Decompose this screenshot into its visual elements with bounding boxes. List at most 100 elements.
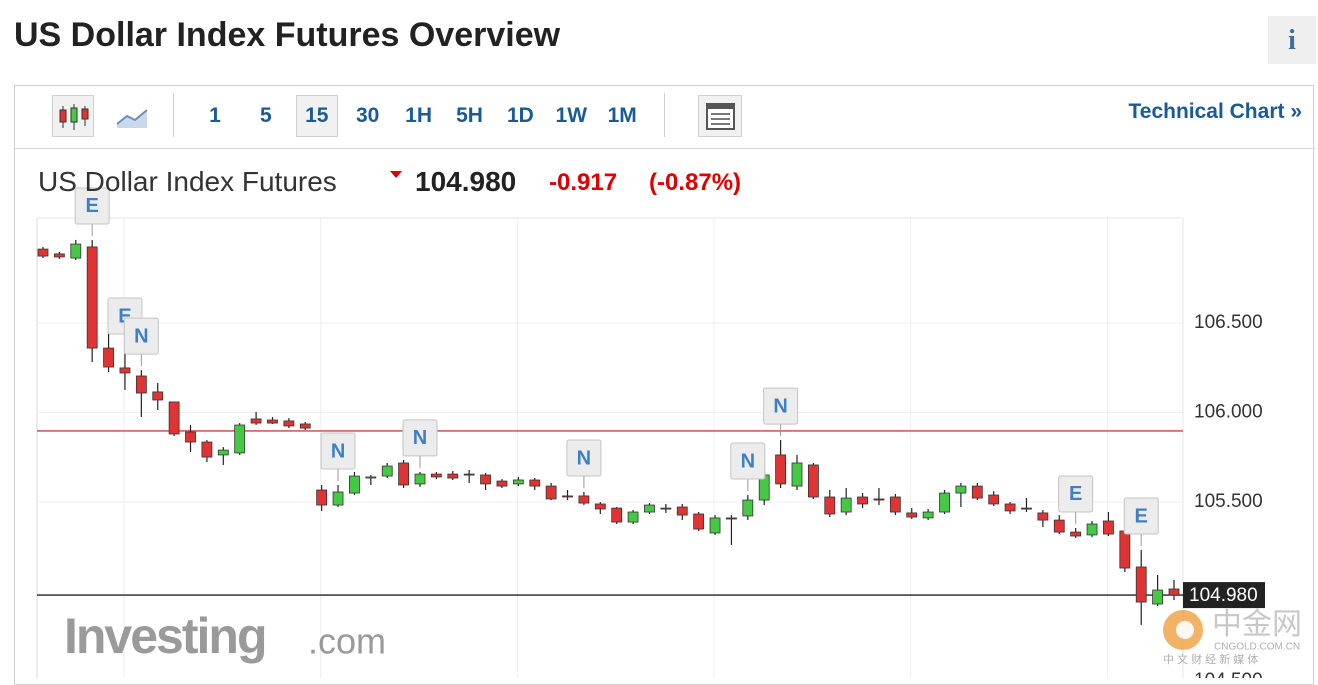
event-marker [402,419,438,457]
candle-body [430,473,442,478]
candle-body [119,367,131,374]
candle-body [37,248,49,257]
watermark-brand: Investing [64,608,265,664]
y-tick-label: 106.000 [1194,402,1263,423]
candle-body [1135,566,1147,603]
candle-body [1004,503,1016,512]
price-axis-label: 104.980 [1189,585,1258,606]
event-label: N [741,450,755,472]
candle-body [955,485,967,494]
candle-body [414,473,426,485]
toolbar-separator [173,93,174,137]
price-change-percent: (-0.87%) [649,169,742,196]
interval-button[interactable]: 1W [555,104,588,127]
candle-body [1037,512,1049,521]
watermark-cn-site: CNGOLD.COM.CN [1214,642,1300,653]
page-title: US Dollar Index Futures Overview [14,16,561,54]
y-tick-label: 106.500 [1194,312,1263,333]
technical-chart-link[interactable]: Technical Chart » [1128,100,1303,123]
candle-body [103,347,114,368]
instrument-name: US Dollar Index Futures [38,166,337,197]
interval-button[interactable]: 30 [356,104,380,127]
candle-body [807,464,819,498]
toolbar-divider [15,148,1315,149]
candle-body [578,495,590,504]
candle-body [939,492,950,513]
candle-body [1119,530,1131,569]
candle-body [283,420,295,427]
candle-body [906,512,918,518]
y-tick-label: 104.500 [1194,670,1263,678]
candle-body [480,474,491,485]
event-label: N [331,440,345,462]
candle-body [152,391,164,401]
candle-body [332,491,344,506]
candle-chart-button[interactable] [52,95,94,137]
candle-body [627,511,639,523]
candle-body [201,441,213,458]
interval-button[interactable]: 5H [456,104,483,127]
candle-body [775,454,787,485]
price-label-box [1183,582,1265,609]
watermark-cn-slogan: 中 文 财 经 新 媒 体 [1163,652,1258,666]
candle-body [857,496,868,505]
price-change: -0.917 [549,169,618,196]
candle-body [1168,588,1180,596]
candle-body [250,418,262,424]
interval-button[interactable]: 5 [260,104,272,127]
event-marker [1058,475,1094,513]
table-icon [706,103,735,130]
candle-body [1103,520,1114,535]
candle-body [168,401,180,435]
event-marker [730,442,766,480]
event-label: N [134,325,148,347]
candle-body [660,507,672,510]
candle-body [529,479,541,487]
candle-body [545,485,557,500]
candle-body [873,498,885,501]
line-icon [116,109,148,128]
candle-body [676,506,688,516]
interval-button[interactable]: 1M [607,104,637,127]
candle-body [447,473,459,479]
candle-body [267,419,278,424]
interval-button[interactable]: 1H [405,104,433,127]
candle-body [53,253,65,258]
candle-body [234,424,246,454]
y-tick-label: 105.500 [1194,491,1263,512]
candle-body [644,504,655,513]
watermark-cn-name: 中金网 [1212,608,1302,641]
candle-body [463,473,475,476]
table-button[interactable] [698,95,742,137]
event-label: N [773,395,787,417]
event-marker [320,432,356,470]
watermark-suffix: .com [308,621,386,662]
event-marker [123,317,159,355]
event-marker [1123,497,1159,535]
candle-body [70,243,82,259]
candle-body [693,513,705,530]
candle-body [512,479,524,485]
candle-body [316,489,328,506]
candle-body [840,497,852,513]
interval-button[interactable]: 15 [295,95,338,137]
event-marker [763,387,799,425]
candle-body [1053,519,1065,533]
toolbar-separator [664,93,665,137]
interval-button[interactable]: 1 [209,104,221,127]
candle-body [922,511,934,519]
last-price: 104.980 [415,166,517,197]
candle-icon [59,104,89,130]
candle-body [791,462,803,487]
info-button[interactable]: i [1268,16,1316,64]
line-chart-button[interactable] [110,95,152,137]
candle-body [824,496,836,515]
event-label: E [86,195,99,217]
candle-body [1152,589,1164,605]
candle-body [988,494,1000,505]
candle-body [217,449,229,456]
candle-body [742,499,754,517]
candle-body [86,246,98,349]
interval-button[interactable]: 1D [506,104,534,127]
